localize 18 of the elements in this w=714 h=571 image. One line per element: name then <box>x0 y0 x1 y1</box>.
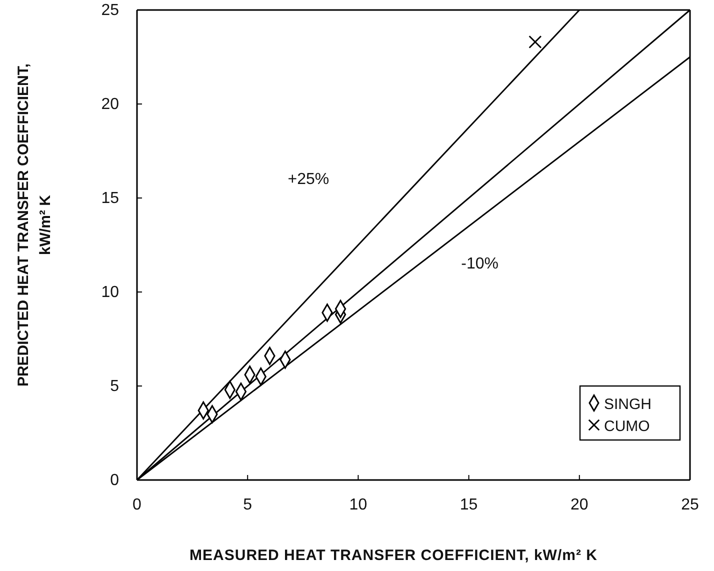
annotation: +25% <box>288 170 330 188</box>
y-tick-label: 10 <box>101 284 120 302</box>
y-tick-label: 5 <box>110 378 120 396</box>
y-axis-title: PREDICTED HEAT TRANSFER COEFFICIENT, kW/m² K <box>15 63 54 387</box>
y-tick-label: 0 <box>110 472 120 490</box>
annotation: -10% <box>461 256 499 272</box>
y-tick-label: 15 <box>101 190 120 208</box>
x-tick-label: 25 <box>681 496 699 514</box>
legend-label: CUMO <box>604 418 650 435</box>
x-tick-label: 10 <box>349 496 368 514</box>
x-tick-label: 20 <box>570 496 588 514</box>
legend-label: SINGH <box>604 396 652 413</box>
x-tick-label: 15 <box>460 496 478 514</box>
y-tick-label: 20 <box>101 96 120 114</box>
y-tick-label: 25 <box>101 2 120 20</box>
x-axis-title: MEASURED HEAT TRANSFER COEFFICIENT, kW/m² K <box>190 547 598 564</box>
x-tick-label: 0 <box>132 496 142 514</box>
x-tick-label: 5 <box>243 496 252 514</box>
